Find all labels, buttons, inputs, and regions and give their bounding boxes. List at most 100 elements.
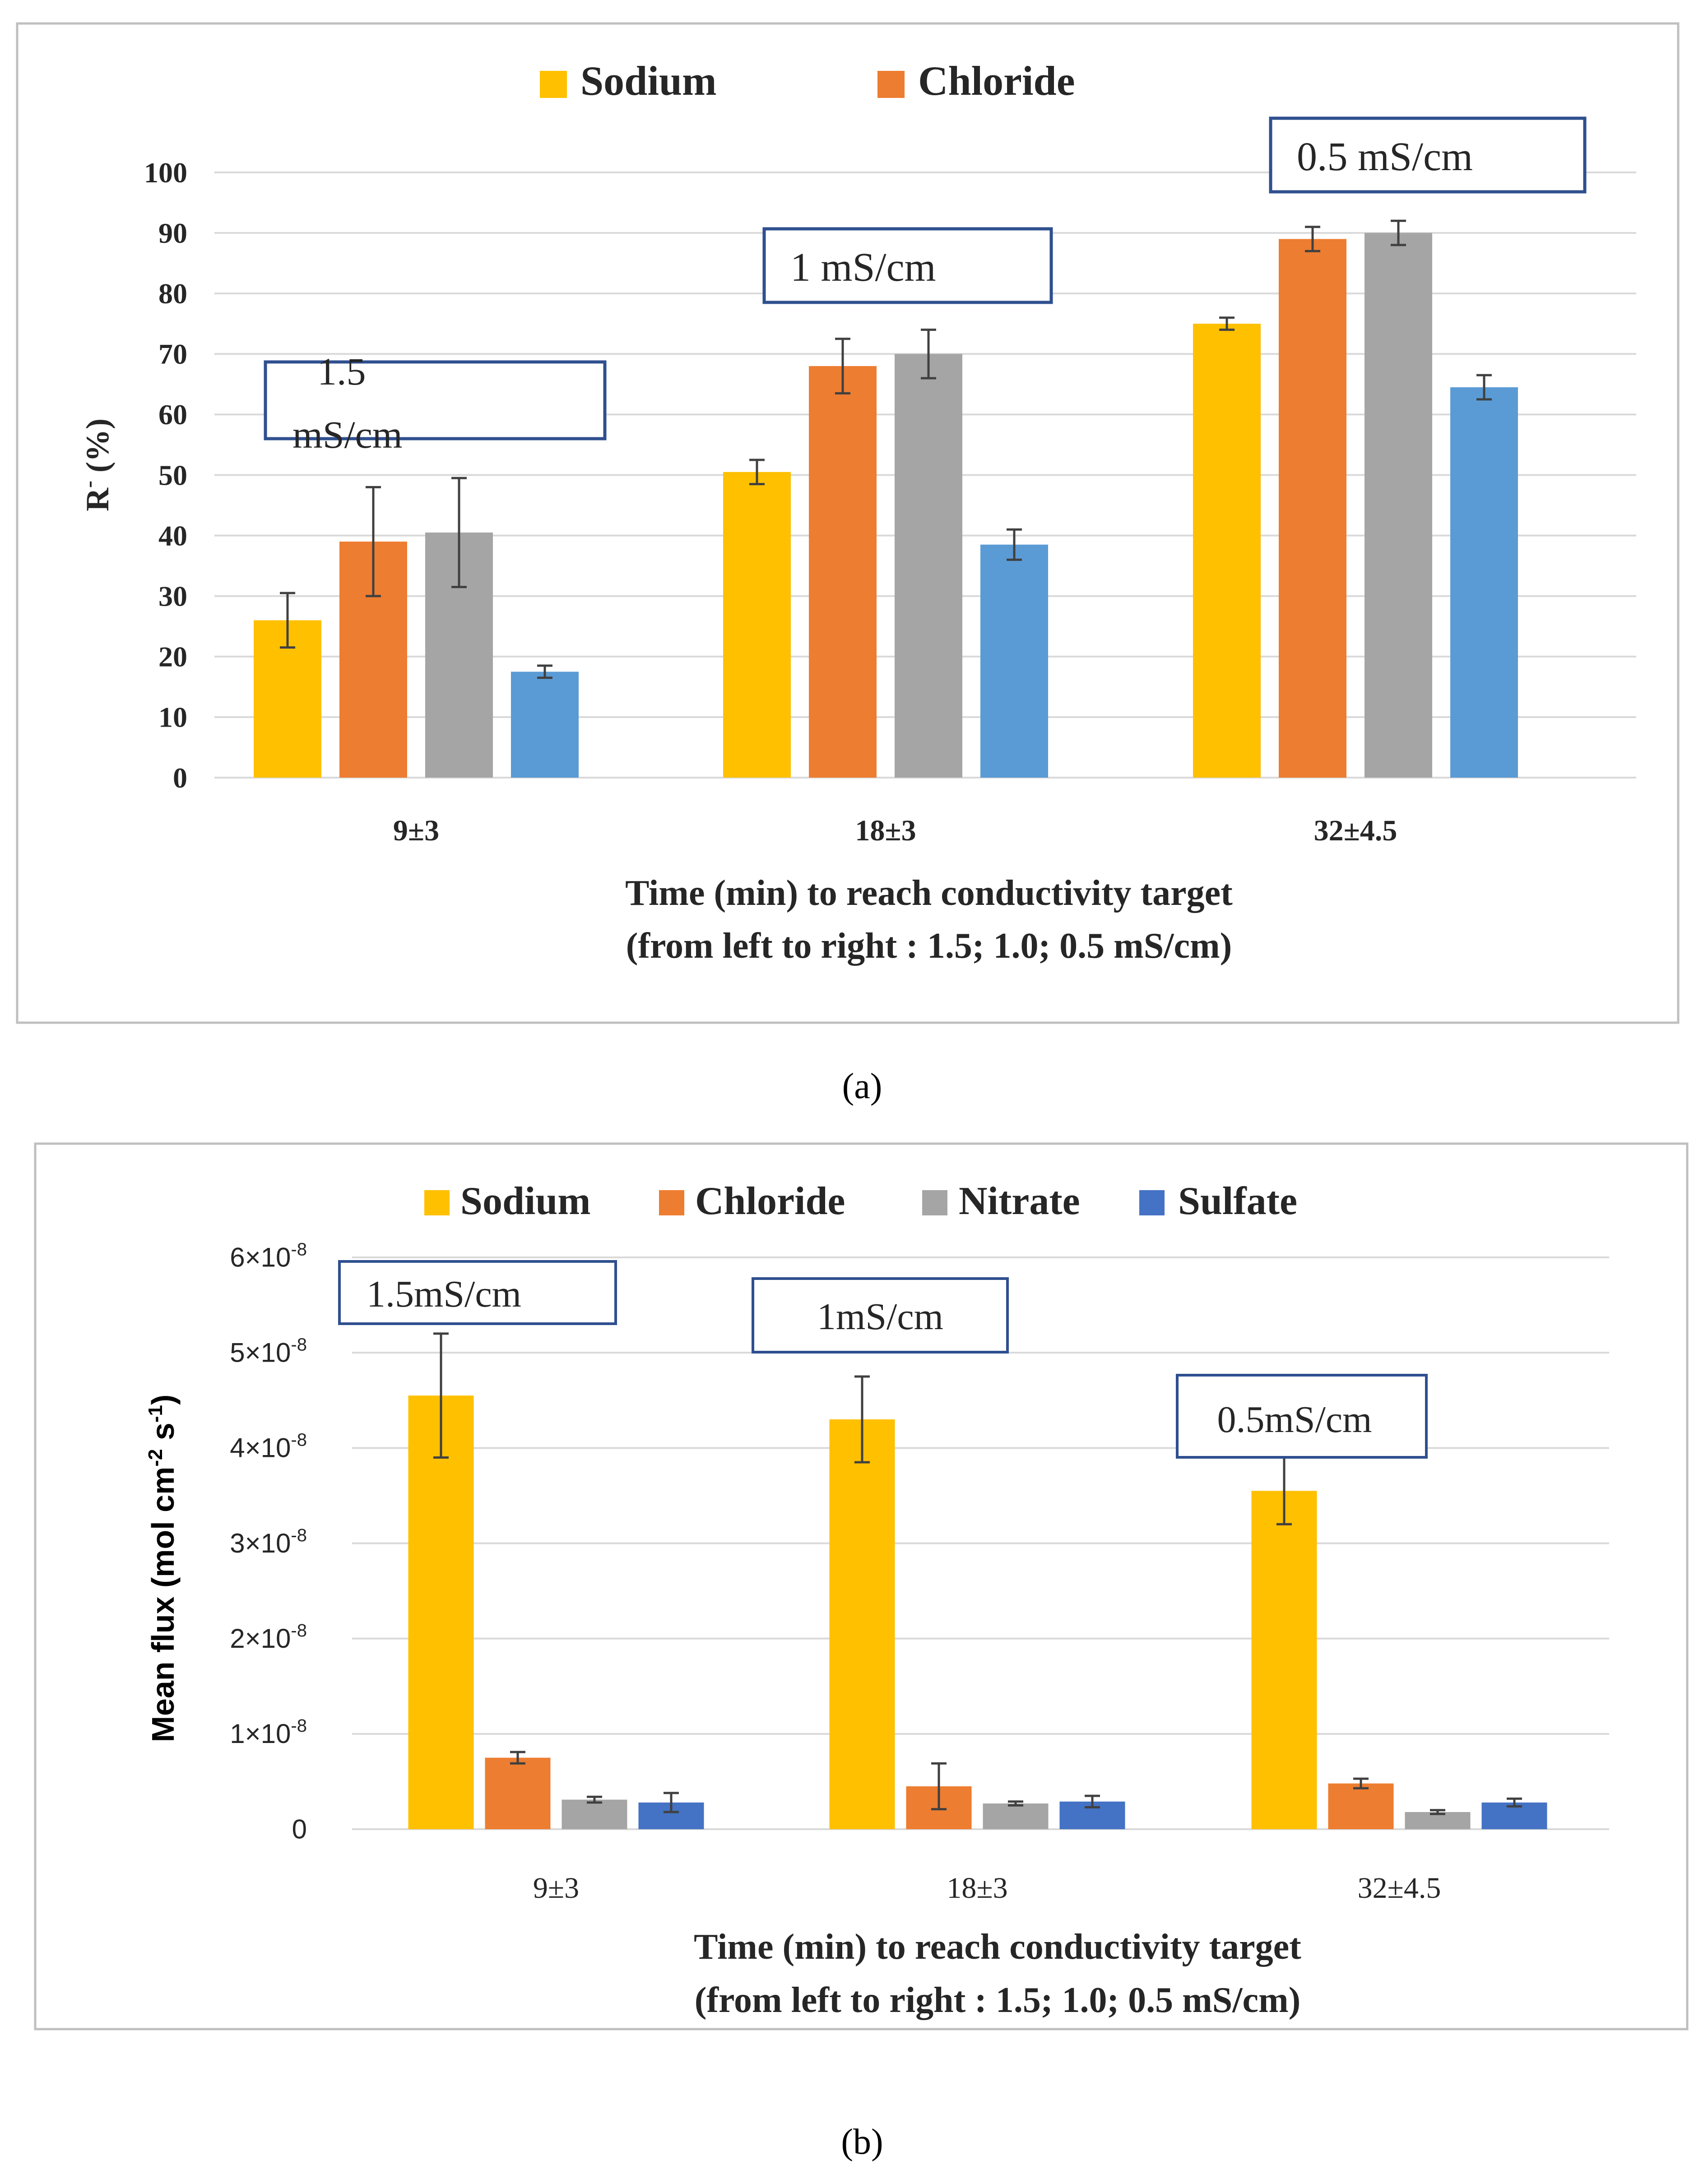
bar-a-sulfate-18-3 [980, 544, 1048, 778]
error-bar-b-nitrate-32-4-5 [1430, 1809, 1445, 1815]
bar-a-sulfate-9-3 [511, 672, 579, 778]
chart-b-x-axis-title-line1: Time (min) to reach conductivity target [694, 1927, 1301, 1967]
chart-a-y-tick-label: 0 [173, 762, 187, 794]
legend-a-swatch-sodium [540, 71, 567, 98]
bar-a-sodium-32-4-5 [1193, 324, 1261, 778]
chart-a-annotation-1: 1 mS/cm [762, 227, 1053, 304]
bar-a-chloride-18-3 [809, 366, 877, 778]
error-bar-b-sulfate-32-4-5 [1507, 1797, 1522, 1808]
chart-b-y-axis-label-sup2: -1 [144, 1405, 167, 1423]
bar-b-sodium-18-3 [829, 1419, 895, 1829]
annotation-b-1p5-box [338, 1260, 617, 1325]
chart-a-x-tick-label-32-4-5: 32±4.5 [1314, 814, 1397, 847]
bar-a-sulfate-32-4-5 [1450, 387, 1518, 778]
chart-a-y-tick-label: 40 [158, 519, 187, 552]
chart-a-x-tick-label-18-3: 18±3 [855, 814, 916, 847]
error-bar-a-nitrate-32-4-5 [1391, 219, 1406, 246]
chart-b-bars [408, 1332, 1547, 1829]
panel-b-caption: (b) [841, 2122, 883, 2162]
legend-b-label-sodium: Sodium [460, 1179, 591, 1223]
chart-b-annotation-1: 1mS/cm [752, 1277, 1009, 1354]
annotation-b-1p5-text: 1.5mS/cm [367, 1273, 521, 1315]
legend-a-label-chloride: Chloride [918, 58, 1075, 104]
chart-a-annotation-0p5: 0.5 mS/cm [1269, 116, 1587, 194]
chart-b-x-tick-label-32-4-5: 32±4.5 [1358, 1872, 1441, 1905]
chart-b-y-axis-label-part3: ) [145, 1395, 181, 1405]
annotation-a-1p5-box [264, 360, 607, 440]
error-bar-b-nitrate-9-3 [587, 1795, 602, 1804]
annotation-a-1-box [762, 227, 1053, 304]
chart-a-y-tick-label: 90 [158, 217, 187, 249]
annotation-a-1p5-line1: 1.5 [317, 350, 366, 393]
bar-b-chloride-9-3 [485, 1757, 551, 1829]
chart-b-y-tick-label: 4×10-8 [230, 1430, 307, 1463]
bar-a-nitrate-32-4-5 [1365, 233, 1432, 778]
legend-b-swatch-chloride [659, 1190, 684, 1215]
chart-b-legend: Sodium Chloride Nitrate Sulfate [424, 1179, 1297, 1223]
error-bar-b-chloride-9-3 [510, 1751, 525, 1765]
chart-a-y-tick-label: 70 [158, 338, 187, 370]
chart-b-y-axis-label: Mean flux (mol cm-2 s-1) [144, 1395, 181, 1743]
error-bar-b-sulfate-9-3 [664, 1792, 679, 1813]
chart-a-y-tick-label: 10 [158, 701, 187, 733]
chart-b-y-ticks: 6×10-8 5×10-8 4×10-8 3×10-8 2×10-8 1×10-8 0 [230, 1239, 307, 1844]
chart-b-x-ticks: 9±3 18±3 32±4.5 [533, 1872, 1441, 1905]
panel-a-caption: (a) [842, 1066, 882, 1106]
chart-a-y-tick-label: 100 [144, 157, 187, 189]
chart-b-y-axis-label-part1: Mean flux (mol cm [145, 1467, 181, 1743]
error-bar-b-sodium-9-3 [433, 1332, 449, 1459]
chart-b-annotation-0p5: 0.5mS/cm [1176, 1374, 1428, 1459]
bar-a-nitrate-18-3 [895, 354, 962, 778]
chart-b-y-tick-label: 6×10-8 [230, 1239, 307, 1272]
legend-a-swatch-chloride [877, 71, 905, 98]
bar-b-sodium-9-3 [408, 1395, 474, 1829]
annotation-b-0p5-box [1176, 1374, 1428, 1459]
chart-a-y-tick-label: 80 [158, 278, 187, 310]
error-bar-b-chloride-18-3 [931, 1762, 947, 1811]
error-bar-a-nitrate-18-3 [921, 329, 936, 380]
error-bar-a-sulfate-9-3 [537, 664, 552, 679]
chart-b-y-tick-label: 0 [292, 1814, 307, 1844]
chart-b-y-tick-label: 1×10-8 [230, 1716, 307, 1749]
chart-panel-b: Sodium Chloride Nitrate Sulfate 6×10-8 5×… [34, 1142, 1689, 2030]
chart-b-x-axis-title-line2: (from left to right : 1.5; 1.0; 0.5 mS/c… [695, 1980, 1301, 2020]
chart-a-bars [254, 219, 1518, 778]
annotation-b-1-box [752, 1277, 1009, 1354]
error-bar-a-chloride-18-3 [835, 338, 850, 394]
chart-b-y-axis-label-sup1: -2 [144, 1449, 167, 1467]
error-bar-a-chloride-9-3 [366, 486, 381, 598]
annotation-b-0p5-text: 0.5mS/cm [1217, 1399, 1372, 1441]
error-bar-a-sulfate-32-4-5 [1476, 374, 1492, 401]
chart-a-x-axis-title-line2: (from left to right : 1.5; 1.0; 0.5 mS/c… [626, 926, 1232, 966]
chart-a-y-axis-label-sup: - [77, 481, 101, 488]
error-bar-a-sulfate-18-3 [1007, 528, 1022, 561]
legend-a-label-sodium: Sodium [580, 58, 717, 104]
error-bar-b-chloride-32-4-5 [1353, 1777, 1369, 1789]
chart-a-y-axis-label: R- (%) [77, 418, 116, 511]
chart-a-y-tick-label: 50 [158, 459, 187, 491]
bar-b-nitrate-9-3 [562, 1799, 627, 1829]
chart-a-x-axis-title-line1: Time (min) to reach conductivity target [625, 873, 1233, 913]
legend-b-label-nitrate: Nitrate [959, 1179, 1080, 1223]
bar-b-chloride-32-4-5 [1328, 1783, 1394, 1829]
chart-b-y-axis-label-part2: s [145, 1423, 181, 1449]
error-bar-b-sulfate-18-3 [1085, 1794, 1100, 1808]
error-bar-a-sodium-32-4-5 [1219, 316, 1235, 331]
chart-a-y-axis-label-unit: (%) [79, 418, 116, 481]
annotation-a-0p5-box [1269, 116, 1587, 194]
chart-a-annotation-1p5: 1.5 mS/cm [264, 350, 607, 456]
chart-b-y-tick-label: 5×10-8 [230, 1335, 307, 1368]
error-bar-a-nitrate-9-3 [451, 477, 467, 589]
annotation-a-1-text: 1 mS/cm [790, 245, 936, 290]
bar-a-chloride-32-4-5 [1279, 239, 1346, 778]
chart-a-y-tick-label: 30 [158, 580, 187, 612]
chart-b-x-tick-label-9-3: 9±3 [533, 1872, 579, 1905]
error-bar-b-nitrate-18-3 [1008, 1800, 1023, 1807]
bar-b-nitrate-18-3 [983, 1803, 1049, 1829]
legend-b-swatch-sulfate [1139, 1190, 1165, 1215]
error-bar-a-sodium-9-3 [280, 592, 295, 649]
annotation-a-0p5-text: 0.5 mS/cm [1297, 134, 1473, 179]
